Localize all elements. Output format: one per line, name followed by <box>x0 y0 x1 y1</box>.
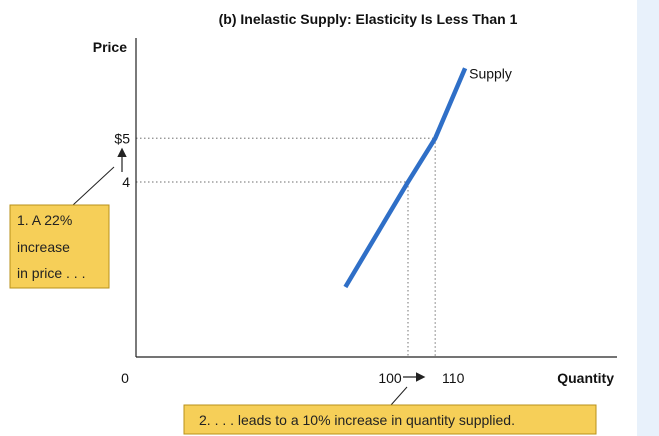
annotation-1-line-2: increase <box>17 239 70 255</box>
chart-title: (b) Inelastic Supply: Elasticity Is Less… <box>219 11 518 27</box>
y-axis-label: Price <box>93 39 127 55</box>
supply-curve <box>343 67 468 289</box>
annotation-price-increase: 1. A 22% increase in price . . . <box>9 204 110 289</box>
annotation-2-line-1: 2. . . . leads to a 10% increase in quan… <box>199 412 515 428</box>
annotation-1-pointer <box>72 166 115 206</box>
x-tick-labels: 100 110 <box>378 370 464 386</box>
side-panel <box>637 0 659 436</box>
annotation-1-line-3: in price . . . <box>17 265 85 281</box>
reference-guides <box>136 137 436 357</box>
annotation-quantity-increase: 2. . . . leads to a 10% increase in quan… <box>183 404 597 435</box>
y-tick-labels: 4 $5 <box>114 130 130 190</box>
x-tick-label-1: 110 <box>442 370 465 386</box>
origin-label: 0 <box>121 370 129 386</box>
y-tick-label-1: $5 <box>114 130 130 146</box>
supply-series-label: Supply <box>469 65 512 81</box>
x-axis-label: Quantity <box>557 370 614 386</box>
annotation-1-line-1: 1. A 22% <box>17 212 72 228</box>
annotation-2-pointer <box>390 386 408 406</box>
y-tick-label-0: 4 <box>122 174 130 190</box>
x-tick-label-0: 100 <box>378 370 402 386</box>
